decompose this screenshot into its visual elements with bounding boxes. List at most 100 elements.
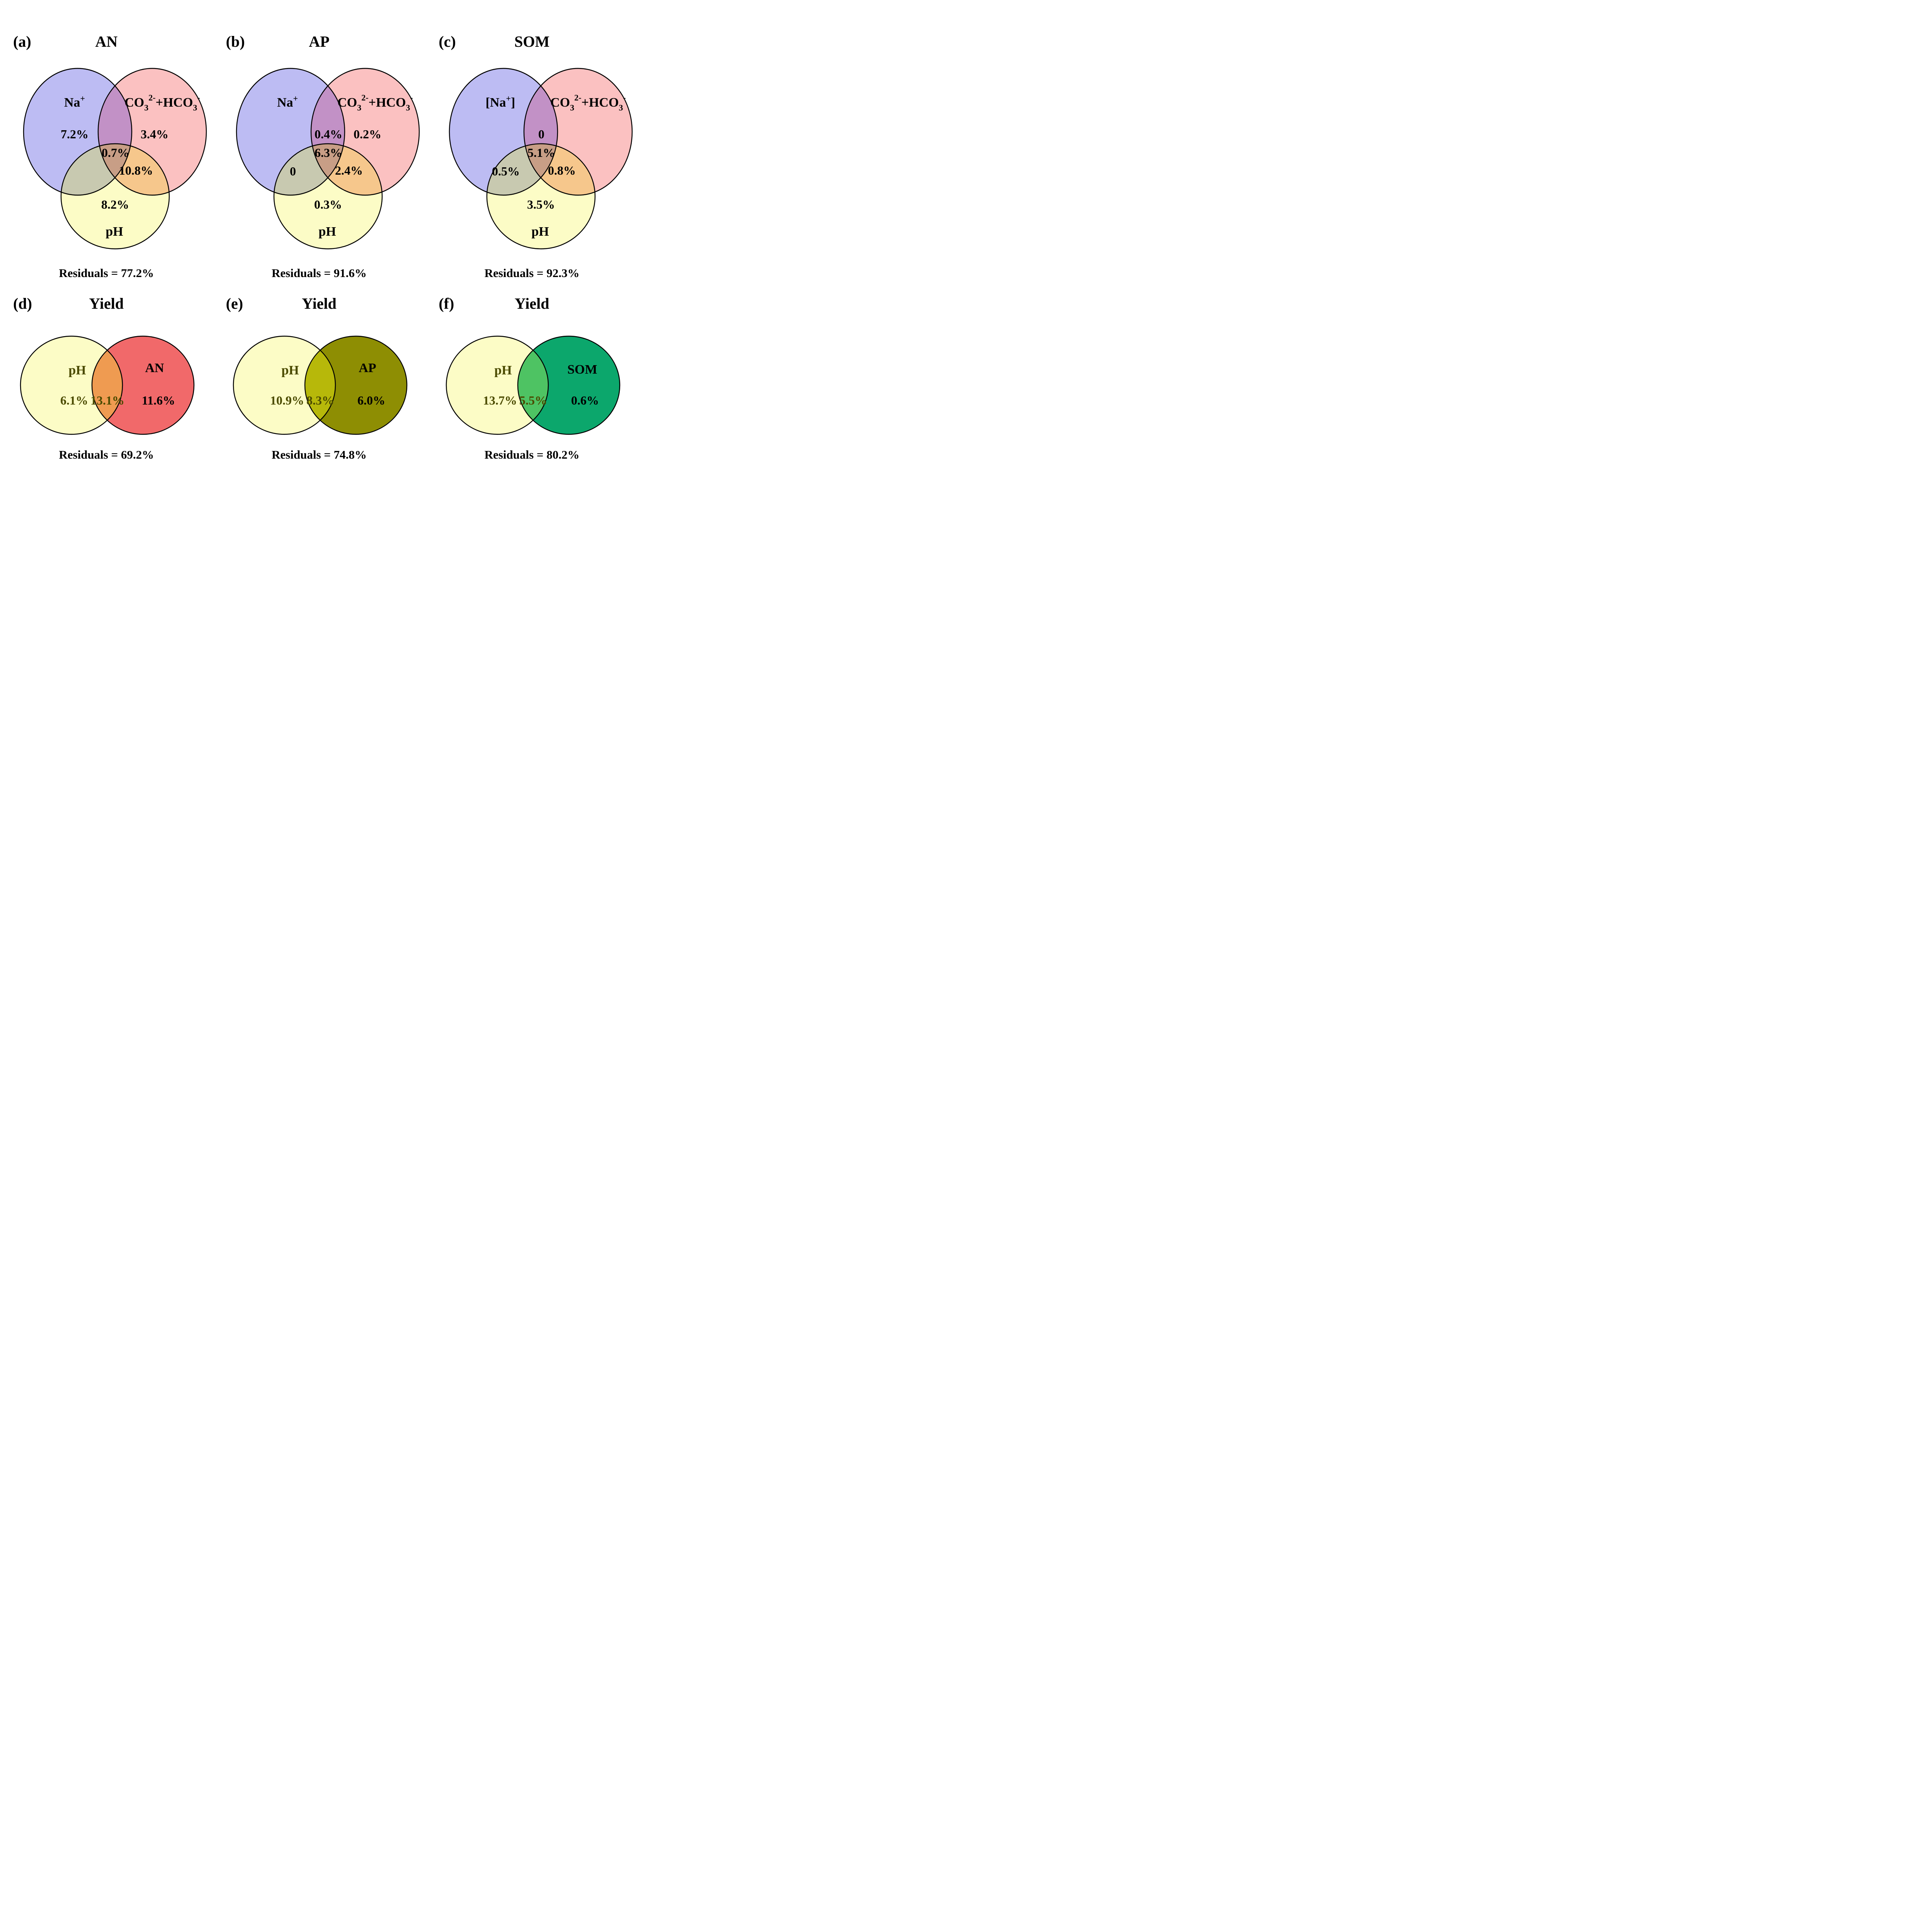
panel-c-residuals: Residuals = 92.3%: [484, 266, 580, 280]
overlap-value: 8.3%: [306, 393, 334, 407]
an-circle: [92, 336, 194, 434]
na-ph-overlap: [486, 144, 558, 195]
ph-set-label: pH: [281, 363, 299, 378]
panel-e-header: (e) Yield: [213, 294, 426, 314]
panel-b-venn3-diagram: Na+ CO32-+HCO3- 0.2% 0.4% 6.3% 0 2.4% 0.…: [236, 68, 420, 250]
panel-a-letter: (a): [13, 33, 31, 50]
panel-f-header: (f) Yield: [425, 294, 638, 314]
panel-b-residuals: Residuals = 91.6%: [272, 266, 367, 280]
an-only-value: 11.6%: [142, 393, 175, 407]
panel-c-letter: (c): [439, 33, 456, 50]
panel-grid: (a) AN Na+ C: [0, 0, 638, 489]
carbonate-set-label: CO32-+HCO3-: [337, 93, 413, 112]
an-circle-outline: [92, 335, 195, 435]
carbonate-only-value: 3.4%: [141, 127, 168, 141]
panel-b-letter: (b): [226, 33, 245, 50]
na-ph-overlap: [61, 144, 132, 195]
carbonate-ph-value: 2.4%: [335, 163, 363, 177]
overlap-value: 13.1%: [90, 393, 124, 407]
carbonate-circle-outline: [523, 68, 633, 196]
panel-b-header: (b) AP: [213, 32, 426, 52]
som-circle: [517, 336, 620, 434]
ph-only-value: 13.7%: [483, 393, 517, 407]
venn-figure: (a) AN Na+ C: [0, 0, 638, 489]
panel-f-residuals: Residuals = 80.2%: [484, 448, 580, 461]
ph-only-value: 10.9%: [270, 393, 304, 407]
panel-f-venn2-diagram: pH SOM 13.7% 5.5% 0.6%: [446, 335, 620, 435]
ap-circle: [304, 336, 407, 434]
na-set-label: Na+: [64, 94, 85, 110]
panel-a-header: (a) AN: [0, 32, 213, 52]
panel-e-venn2-diagram: pH AP 10.9% 8.3% 6.0%: [233, 335, 408, 435]
ph-circle-outline: [273, 143, 383, 250]
ph-only-value: 3.5%: [527, 197, 555, 211]
na-set-label: Na+: [277, 94, 298, 110]
panel-c-venn3-diagram: [Na+] CO32-+HCO3- 0 5.1% 0.5% 0.8% 3.5% …: [449, 68, 633, 250]
carbonate-ph-value: 0.8%: [548, 163, 576, 177]
ph-set-label: pH: [69, 363, 86, 378]
na-set-label: [Na+]: [485, 94, 515, 110]
ph-set-label: pH: [494, 363, 512, 378]
panel-b: (b) AP Na+ C: [213, 0, 426, 280]
som-only-value: 0.6%: [571, 393, 599, 407]
panel-c: (c) SOM [Na+]: [425, 0, 638, 280]
triple-overlap-value: 5.1%: [527, 146, 555, 160]
ph-circle: [233, 336, 335, 434]
carbonate-circle-outline: [310, 68, 420, 196]
carbonate-circle-outline: [98, 68, 207, 196]
ph-circle: [20, 336, 123, 434]
an-set-label: AN: [145, 361, 165, 375]
panel-d-letter: (d): [13, 295, 32, 312]
panel-a-venn3-diagram: Na+ CO32-+HCO3- 7.2% 3.4% 0.7% 10.8% 8.2…: [23, 68, 207, 250]
panel-c-header: (c) SOM: [425, 32, 638, 52]
overlap-value: 5.5%: [519, 393, 547, 407]
carbonate-ph-overlap: [98, 144, 170, 195]
panel-e-residuals: Residuals = 74.8%: [272, 448, 367, 461]
ph-circle-outline: [486, 143, 595, 250]
panel-d-residuals: Residuals = 69.2%: [59, 448, 154, 461]
ph-only-value: 0.3%: [314, 197, 342, 211]
na-ph-overlap: [274, 144, 345, 195]
panel-e-letter: (e): [226, 295, 243, 312]
na-only-value: 7.2%: [61, 127, 88, 141]
na-ph-value: 0: [290, 164, 296, 178]
na-carbonate-value: 0.4%: [315, 127, 342, 141]
carbonate-ph-overlap: [524, 144, 595, 195]
panel-d: (d) Yield pH AN 6.1% 13.1% 11.6% Residua…: [0, 275, 213, 489]
panel-f-title: Yield: [514, 295, 549, 312]
panel-e-title: Yield: [302, 295, 337, 312]
som-set-label: SOM: [567, 362, 597, 377]
ph-circle: [446, 336, 548, 434]
panel-d-title: Yield: [89, 295, 124, 312]
ap-only-value: 6.0%: [357, 393, 385, 407]
ph-only-value: 8.2%: [101, 197, 129, 211]
carbonate-ph-overlap: [311, 144, 382, 195]
som-circle-outline: [517, 335, 620, 435]
ph-only-value: 6.1%: [60, 393, 88, 407]
ph-circle-outline: [20, 335, 123, 435]
triple-overlap-value: 6.3%: [315, 146, 342, 160]
panel-d-venn2-diagram: pH AN 6.1% 13.1% 11.6%: [20, 335, 195, 435]
na-circle-outline: [236, 68, 345, 196]
panel-f: (f) Yield pH SOM 13.7% 5.5% 0.6% Residua…: [425, 275, 638, 489]
ph-circle-outline: [446, 335, 549, 435]
ap-set-label: AP: [359, 361, 376, 375]
ap-circle-outline: [304, 335, 408, 435]
ph-set-label: pH: [106, 224, 123, 239]
triple-overlap-value: 0.7%: [102, 146, 129, 160]
panel-e: (e) Yield pH AP 10.9% 8.3% 6.0% Residual…: [213, 275, 426, 489]
na-circle-outline: [449, 68, 558, 196]
ph-circle-outline: [61, 143, 170, 250]
na-ph-value: 0.5%: [492, 164, 520, 178]
ph-set-label: pH: [531, 224, 549, 239]
panel-c-title: SOM: [514, 33, 550, 50]
panel-a: (a) AN Na+ C: [0, 0, 213, 280]
na-carbonate-value: 0: [538, 127, 544, 141]
carbonate-ph-value: 10.8%: [119, 163, 153, 177]
carbonate-set-label: CO32-+HCO3-: [550, 93, 626, 112]
carbonate-only-value: 0.2%: [354, 127, 381, 141]
carbonate-set-label: CO32-+HCO3-: [125, 93, 200, 112]
panel-b-title: AP: [309, 33, 330, 50]
ph-set-label: pH: [318, 224, 336, 239]
panel-d-header: (d) Yield: [0, 294, 213, 314]
